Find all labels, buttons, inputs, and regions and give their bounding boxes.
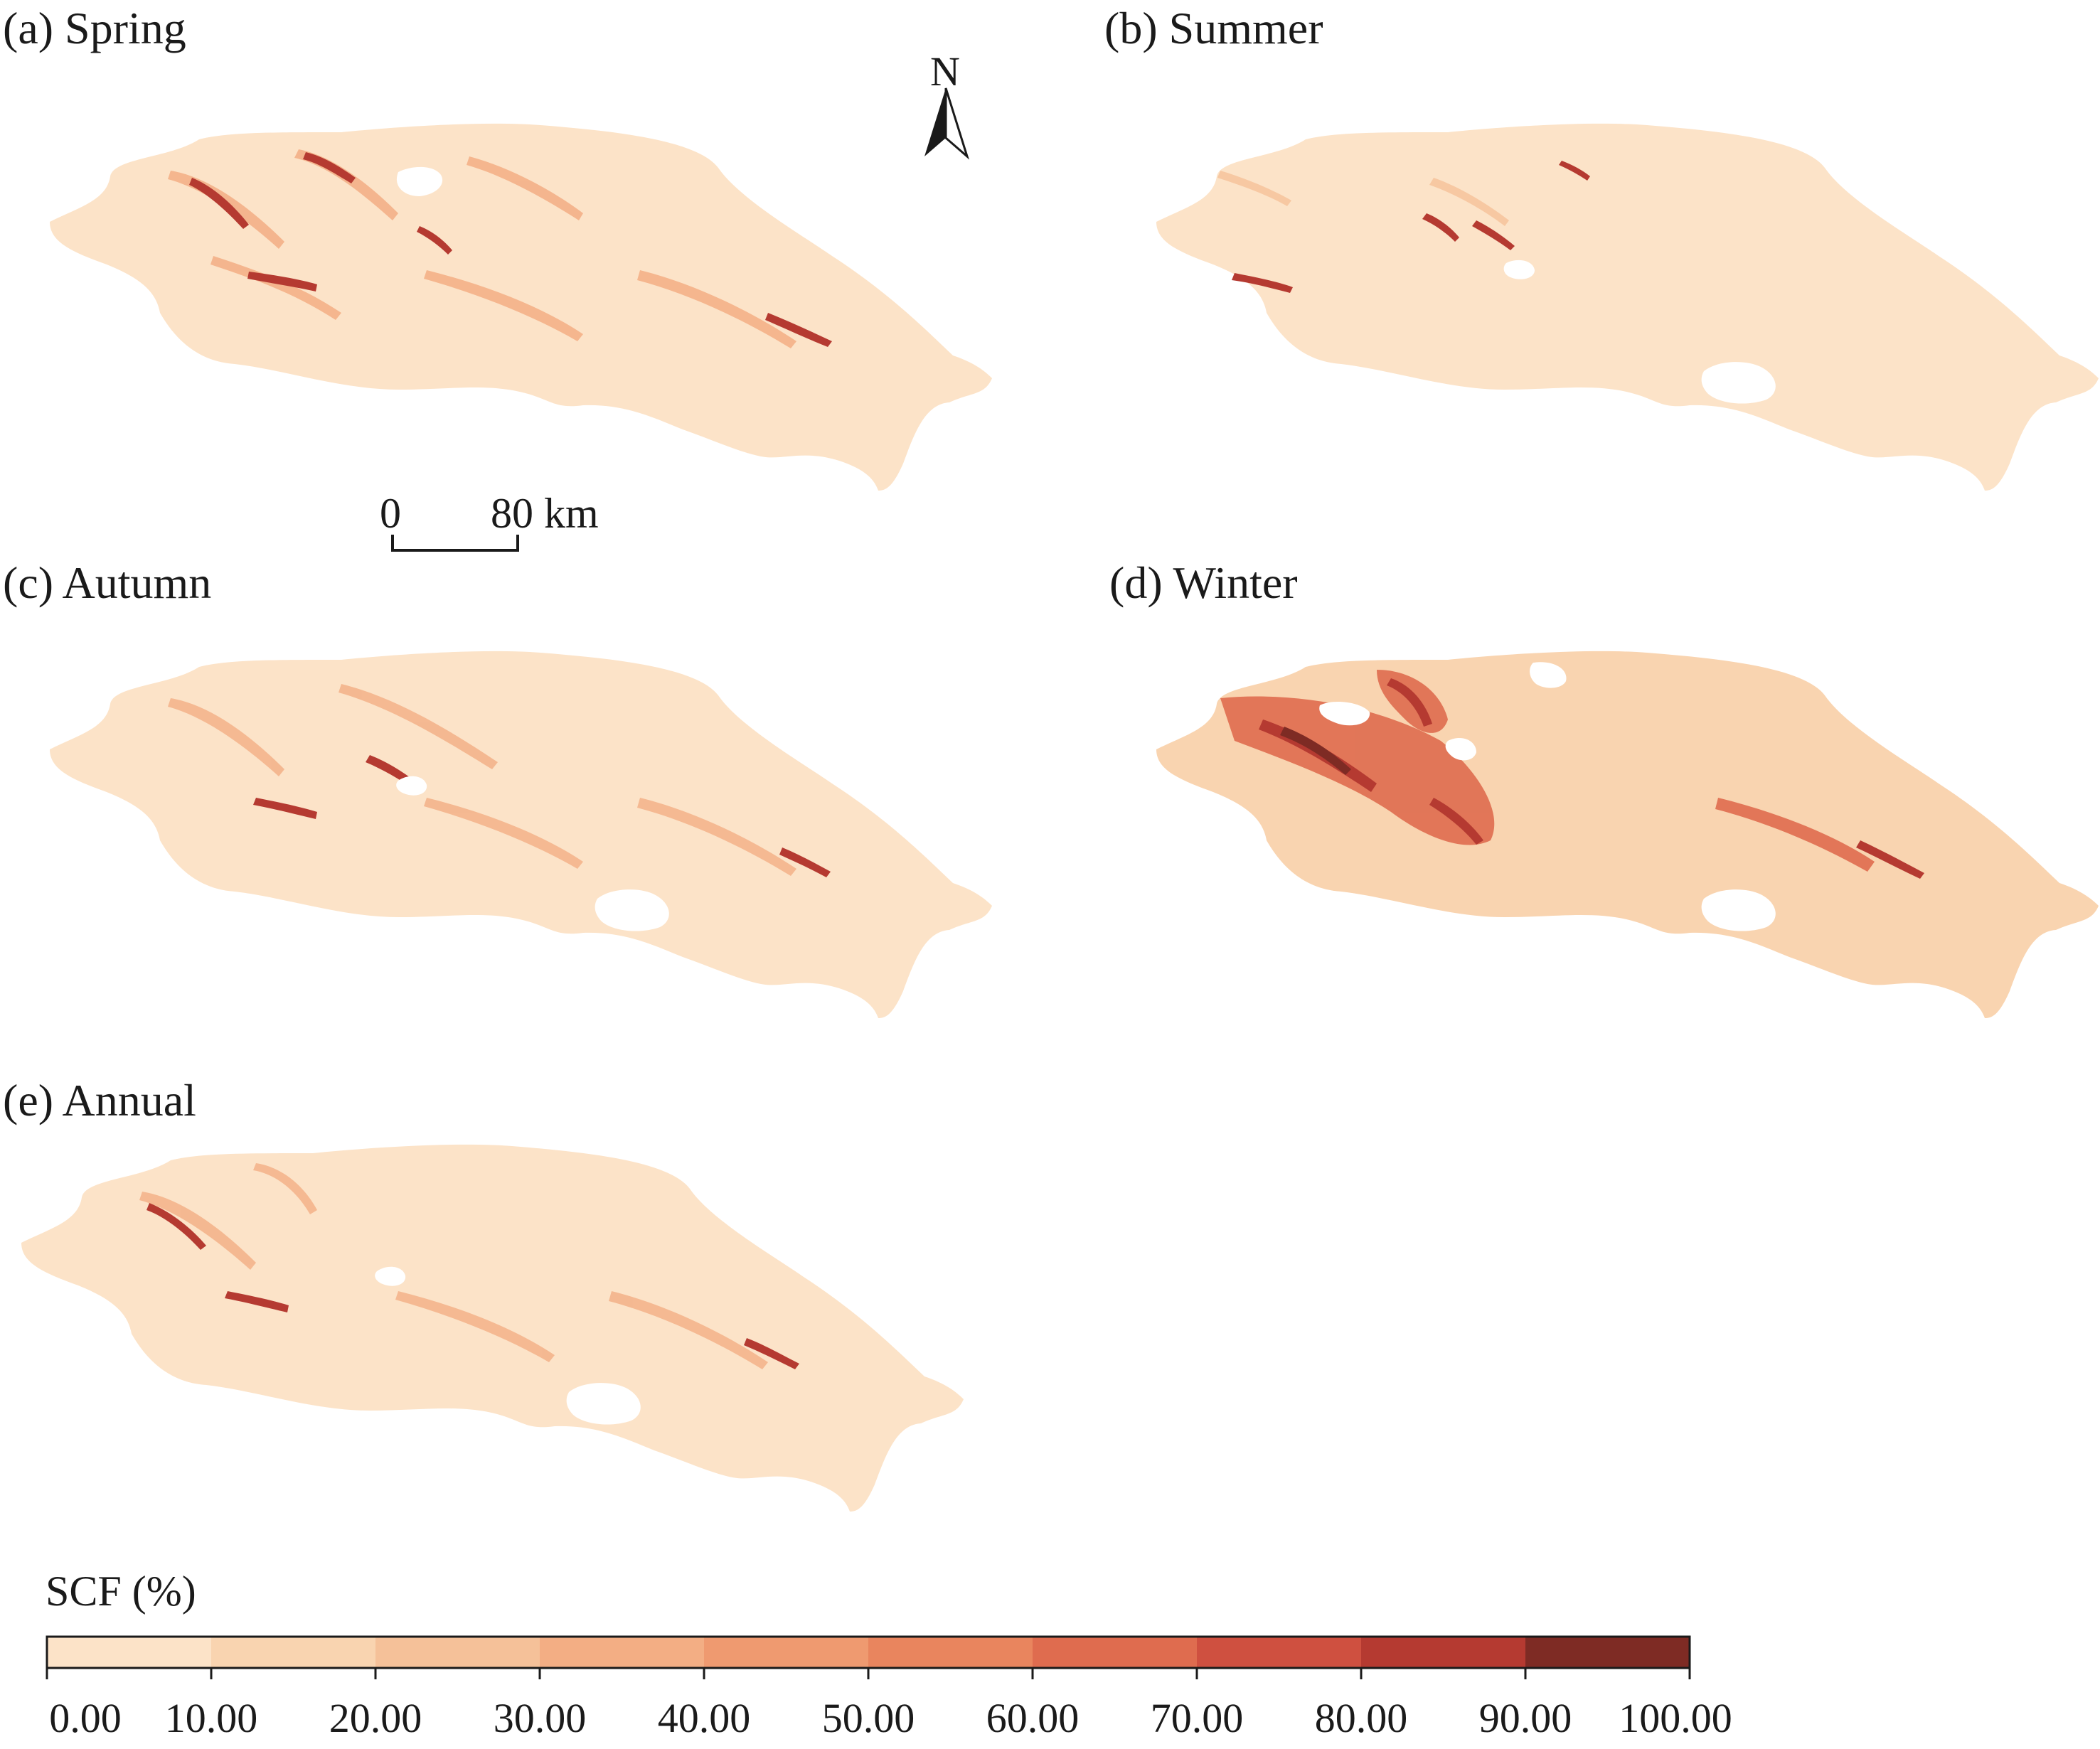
legend-tick-label: 90.00 [1478,1695,1572,1741]
legend-tick-label: 60.00 [986,1695,1080,1741]
legend-tick-label: 80.00 [1314,1695,1408,1741]
scale-bar [391,535,519,552]
map-spring [50,123,992,491]
legend-swatch [47,1637,212,1668]
legend-swatch [1197,1637,1362,1668]
map-summer-region [1156,123,2099,491]
legend-swatch [540,1637,705,1668]
north-arrow-icon [924,87,970,160]
scale-bar-end-label: 80 km [491,490,599,537]
map-winter [1156,651,2099,1018]
legend-tick-label: 30.00 [493,1695,587,1741]
map-annual [21,1144,964,1512]
legend-swatch [868,1637,1033,1668]
legend-swatch [1525,1637,1690,1668]
legend-swatch [375,1637,540,1668]
panel-title-autumn: (c) Autumn [3,557,212,608]
panel-title-spring: (a) Spring [3,3,186,53]
legend-title: SCF (%) [46,1568,196,1615]
legend-tick-label: 100.00 [1619,1695,1732,1741]
panel-title-winter: (d) Winter [1109,557,1298,608]
legend-swatch [704,1637,869,1668]
map-summer [1156,123,2099,491]
panel-title-annual: (e) Annual [3,1075,196,1125]
north-arrow-label: N [930,48,960,95]
legend-swatch [1033,1637,1198,1668]
panel-title-summer: (b) Summer [1104,3,1323,53]
legend-tick-label: 20.00 [329,1695,422,1741]
legend-tick-label: 10.00 [164,1695,258,1741]
scale-bar-start-label: 0 [380,490,401,537]
map-autumn [50,651,992,1018]
legend-swatch [211,1637,376,1668]
legend-tick-label: 70.00 [1150,1695,1244,1741]
legend-tick-label: 0.00 [49,1695,122,1741]
legend-tick-label: 50.00 [821,1695,915,1741]
legend-tick-label: 40.00 [657,1695,751,1741]
legend-swatch [1361,1637,1526,1668]
scf-legend-colorbar [46,1635,1691,1679]
